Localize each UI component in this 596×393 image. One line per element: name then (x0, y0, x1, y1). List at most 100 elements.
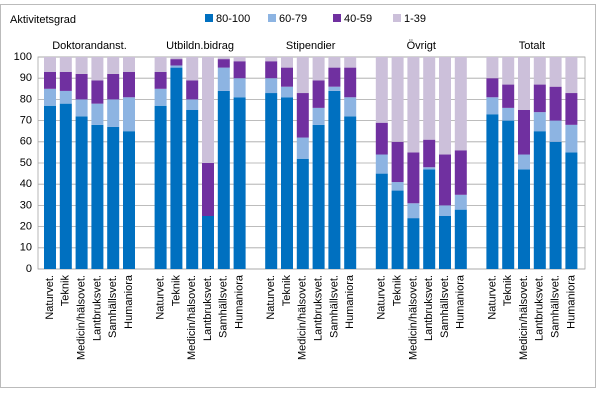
x-tick-label: Lantbruksvet. (91, 275, 103, 341)
bar-segment (312, 107, 325, 125)
bar-segment (454, 209, 467, 269)
bar-segment (533, 84, 546, 113)
bar-segment (233, 61, 246, 79)
y-tick-label: 90 (20, 72, 32, 84)
bar-segment (439, 216, 451, 269)
bar-segment (439, 205, 451, 216)
bar-segment (407, 203, 420, 219)
y-tick-label: 20 (20, 221, 32, 233)
bar-segment (296, 57, 309, 94)
bar-segment (186, 80, 199, 100)
bar-segment (423, 167, 436, 170)
bar-segment (407, 152, 420, 204)
bar-segment (344, 116, 357, 269)
bar-segment (565, 124, 578, 153)
x-tick-label: Samhällsvet. (439, 275, 451, 338)
bar-segment (44, 71, 56, 89)
legend-label: 1-39 (404, 13, 426, 25)
bar-segment (344, 67, 357, 98)
bar-segment (265, 61, 278, 79)
bar-segment (407, 57, 420, 153)
bar-segment (375, 122, 388, 155)
bar-segment (549, 141, 562, 269)
bar-segment (423, 139, 436, 168)
bar-segment (549, 57, 562, 87)
bar-segment (217, 90, 230, 269)
group-label: Övrigt (407, 40, 436, 52)
bar-segment (518, 169, 530, 269)
bar-segment (533, 57, 546, 85)
bar-segment (91, 57, 104, 81)
bar-segment (91, 80, 104, 104)
bar-segment (375, 173, 388, 269)
x-tick-label: Teknik (60, 275, 72, 307)
bar-segment (407, 218, 420, 269)
x-tick-label: Naturvet. (155, 275, 167, 320)
x-tick-label: Medicin/hälsovet. (518, 275, 530, 360)
bar-segment (107, 99, 120, 127)
bar-segment (75, 73, 88, 100)
bar-segment (518, 154, 530, 170)
bar-segment (312, 124, 325, 269)
bar-segment (296, 93, 309, 138)
x-tick-label: Lantbruksvet. (202, 275, 214, 341)
bar-segment (154, 71, 167, 89)
group-label: Totalt (519, 40, 545, 52)
bar-segment (170, 65, 183, 68)
bar-segment (123, 57, 135, 72)
bar-segment (502, 57, 515, 85)
x-tick-label: Samhällsvet. (218, 275, 230, 338)
y-tick-label: 60 (20, 136, 32, 148)
bar-segment (170, 59, 183, 66)
bar-segment (281, 86, 293, 98)
bar-segment (454, 57, 467, 151)
bar-segment (186, 110, 199, 269)
x-tick-label: Humaniora (123, 274, 135, 329)
x-tick-label: Teknik (170, 275, 182, 307)
bar-segment (59, 71, 72, 91)
bar-segment (59, 103, 72, 269)
bar-segment (391, 190, 404, 269)
bar-segment (202, 57, 214, 163)
bar-segment (217, 59, 230, 68)
y-tick-label: 70 (20, 115, 32, 127)
bar-segment (328, 67, 341, 87)
bar-segment (123, 71, 135, 98)
bar-segment (391, 182, 404, 191)
bar-segment (281, 67, 293, 87)
bar-segment (439, 57, 451, 155)
bar-segment (44, 57, 56, 72)
y-tick-label: 0 (26, 263, 32, 275)
bar-segment (281, 57, 293, 68)
bar-segment (549, 120, 562, 142)
bar-segment (328, 57, 341, 68)
x-tick-label: Medicin/hälsovet. (297, 275, 309, 360)
bar-segment (328, 86, 341, 91)
bar-segment (533, 131, 546, 269)
bar-segment (44, 88, 56, 106)
bar-segment (502, 107, 515, 121)
y-tick-label: 10 (20, 242, 32, 254)
bar-segment (170, 57, 183, 60)
bar-segment (486, 114, 499, 270)
x-tick-label: Naturvet. (486, 275, 498, 320)
bar-segment (423, 169, 436, 269)
bar-segment (186, 99, 199, 110)
bar-segment (265, 78, 278, 94)
bar-segment (549, 86, 562, 121)
bar-segment (154, 88, 167, 106)
y-tick-label: 30 (20, 199, 32, 211)
bar-segment (486, 97, 499, 115)
group-label: Utbildn.bidrag (166, 40, 234, 52)
bar-segment (59, 90, 72, 104)
bar-segment (423, 57, 436, 140)
bar-segment (75, 57, 88, 74)
bar-segment (486, 78, 499, 98)
bar-segment (454, 150, 467, 195)
y-tick-label: 40 (20, 178, 32, 190)
bar-segment (439, 154, 451, 206)
x-tick-label: Humaniora (234, 274, 246, 329)
x-tick-label: Humaniora (344, 274, 356, 329)
bar-segment (502, 84, 515, 108)
bar-segment (375, 57, 388, 123)
